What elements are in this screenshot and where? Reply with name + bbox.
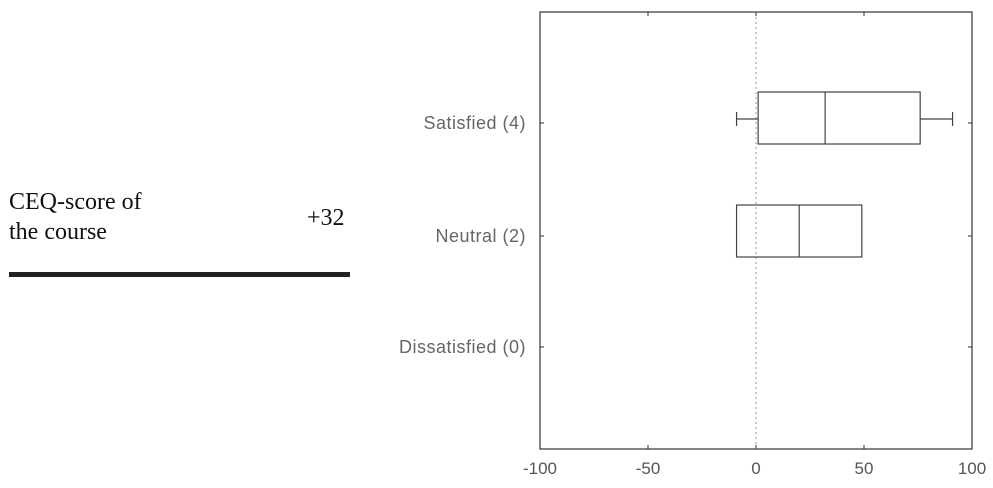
course-score-panel: CEQ-score of the course +32 bbox=[9, 182, 354, 282]
x-tick-label: 100 bbox=[958, 459, 986, 478]
x-tick-label: -100 bbox=[523, 459, 557, 478]
x-tick-label: -50 bbox=[636, 459, 661, 478]
x-tick-label: 0 bbox=[751, 459, 760, 478]
box bbox=[757, 91, 921, 145]
score-value: +32 bbox=[307, 205, 345, 231]
score-label-line-1: CEQ-score of bbox=[9, 189, 142, 215]
score-underline bbox=[9, 272, 350, 277]
category-label: Neutral (2) bbox=[435, 226, 526, 246]
category-label: Dissatisfied (0) bbox=[399, 337, 526, 357]
x-tick-label: 50 bbox=[855, 459, 874, 478]
score-label: CEQ-score of the course bbox=[9, 187, 142, 247]
category-label: Satisfied (4) bbox=[423, 113, 526, 133]
score-label-line-2: the course bbox=[9, 219, 107, 245]
